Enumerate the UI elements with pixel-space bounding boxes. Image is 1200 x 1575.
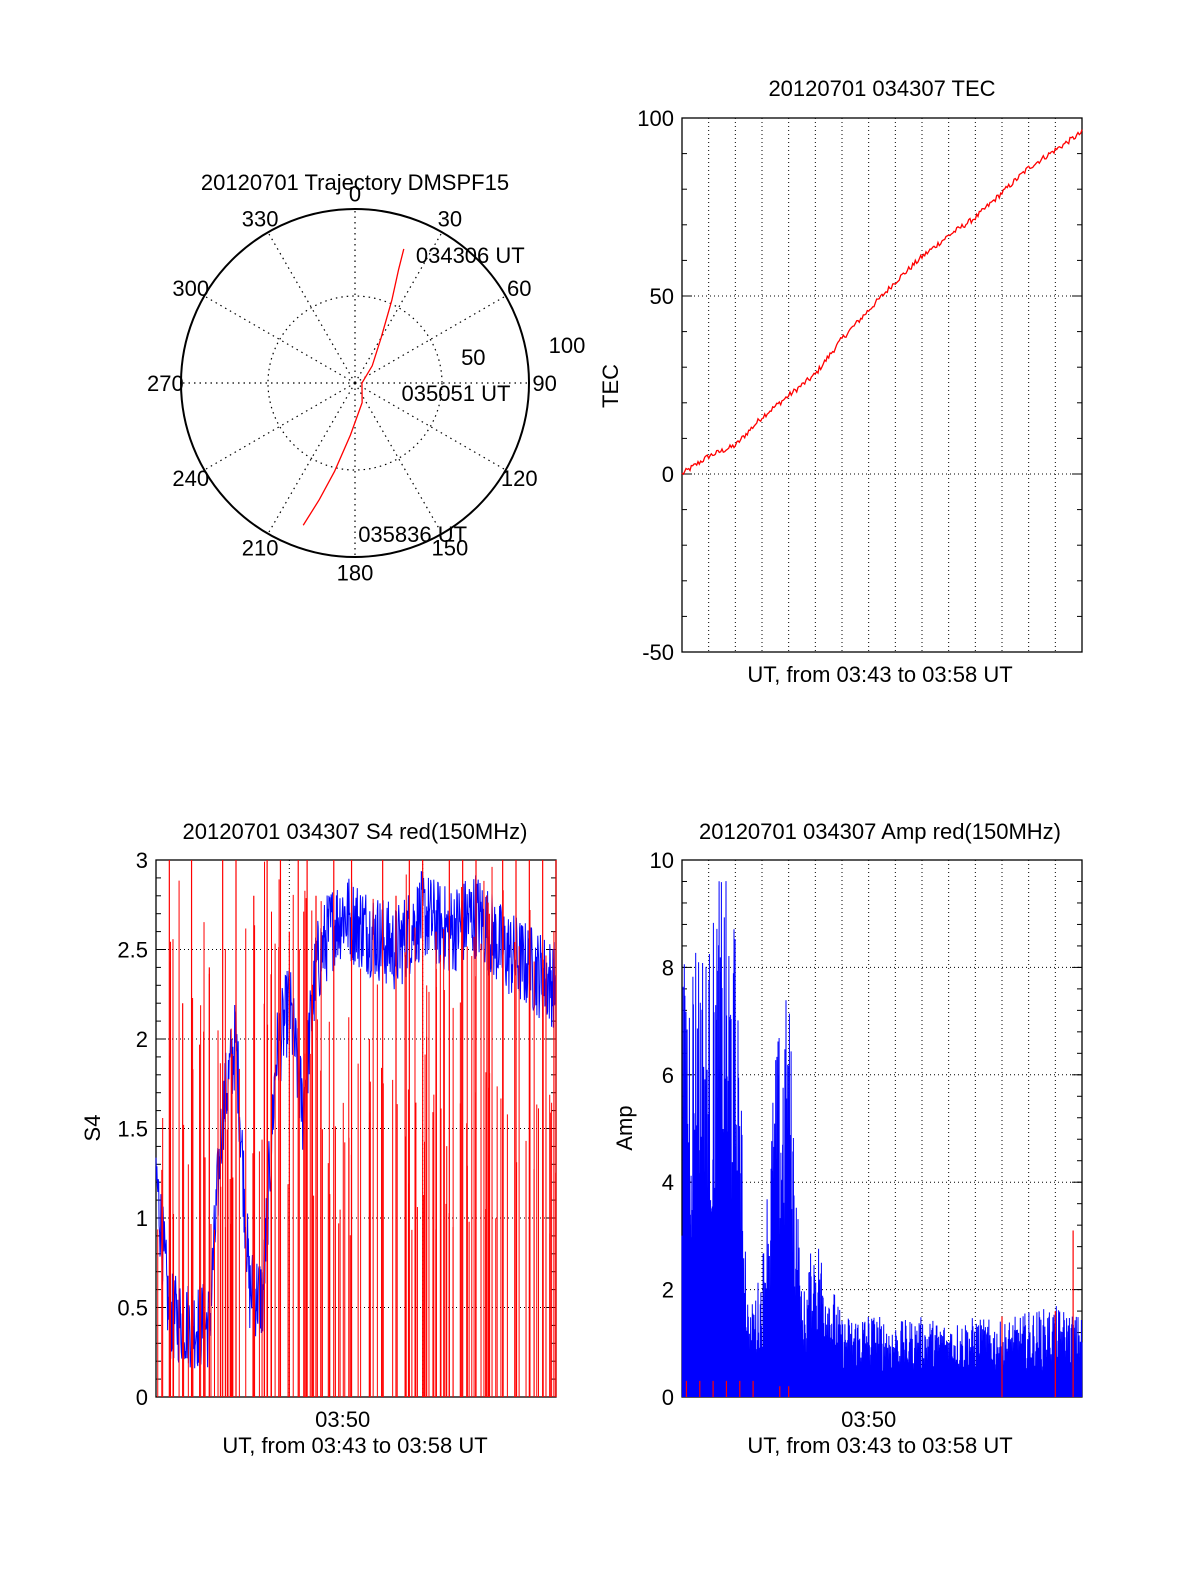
y-tick-label: 10 [650, 848, 674, 873]
trajectory-title: 20120701 Trajectory DMSPF15 [201, 170, 509, 195]
amp-plot [681, 881, 1083, 1398]
amp-panel: 20120701 034307 Amp red(150MHz) Amp UT, … [612, 819, 1083, 1458]
trajectory-panel: 20120701 Trajectory DMSPF15 0 30 60 90 120 15… [147, 170, 585, 586]
s4-ylabel: S4 [80, 1115, 105, 1142]
y-tick-label: 2 [662, 1278, 674, 1303]
y-tick-label: 0.5 [117, 1296, 148, 1321]
polar-azimuth-label: 60 [507, 276, 531, 301]
polar-spoke [204, 382, 356, 471]
trajectory-time-label: 034306 UT [416, 243, 525, 268]
y-tick-label: 2.5 [117, 938, 148, 963]
amp-title: 20120701 034307 Amp red(150MHz) [699, 819, 1061, 844]
polar-azimuth-label: 30 [438, 207, 462, 232]
trajectory-time-label: 035051 UT [402, 381, 511, 406]
y-tick-label: 8 [662, 955, 674, 980]
tec-panel: 20120701 034307 TEC TEC UT, from 03:43 t… [598, 76, 1083, 687]
polar-azimuth-label: 150 [431, 535, 468, 560]
polar-spoke [354, 295, 506, 384]
polar-azimuth-label: 0 [349, 181, 361, 206]
polar-spoke [354, 232, 443, 384]
s4-xlabel: UT, from 03:43 to 03:58 UT [222, 1433, 487, 1458]
polar-inner-circle [267, 295, 443, 471]
s4-panel: 20120701 034307 S4 red(150MHz) S4 UT, fr… [80, 819, 557, 1458]
trajectory-track [302, 248, 405, 526]
s4-title: 20120701 034307 S4 red(150MHz) [183, 819, 528, 844]
x-tick-label: 03:50 [841, 1407, 896, 1432]
polar-spoke [267, 232, 356, 384]
polar-spoke [204, 295, 356, 384]
trajectory-line [302, 248, 405, 526]
polar-grid [180, 208, 530, 558]
y-tick-label: 2 [136, 1027, 148, 1052]
trajectory-time-label: 035836 UT [358, 522, 467, 547]
tec-plot [681, 129, 1083, 476]
y-tick-label: 6 [662, 1063, 674, 1088]
polar-azimuth-label: 330 [242, 207, 279, 232]
polar-azimuth-label: 210 [242, 535, 279, 560]
polar-azimuth-label: 120 [501, 466, 538, 491]
amp-ylabel: Amp [612, 1105, 637, 1150]
y-tick-label: 50 [650, 284, 674, 309]
y-tick-label: 4 [662, 1170, 674, 1195]
y-tick-label: 1 [136, 1206, 148, 1231]
data-line-red [681, 129, 1083, 476]
y-tick-label: 1.5 [117, 1117, 148, 1142]
polar-labels: 0 30 60 90 120 150 180 210 240 270 300 330 50 100 0343… [147, 181, 585, 585]
tec-title: 20120701 034307 TEC [768, 76, 995, 101]
polar-radius-label: 50 [461, 345, 485, 370]
polar-spoke [354, 382, 443, 534]
polar-azimuth-label: 300 [172, 276, 209, 301]
y-tick-label: 0 [662, 462, 674, 487]
polar-outer-circle [180, 208, 530, 558]
polar-radius-label: 100 [549, 333, 586, 358]
y-tick-label: -50 [642, 640, 674, 665]
y-tick-label: 3 [136, 848, 148, 873]
polar-spoke [267, 382, 356, 534]
polar-azimuth-label: 180 [337, 561, 374, 586]
polar-azimuth-label: 240 [172, 466, 209, 491]
s4-plot [155, 860, 557, 1397]
polar-spoke [354, 382, 506, 471]
polar-azimuth-label: 90 [532, 371, 556, 396]
x-tick-label: 03:50 [315, 1407, 370, 1432]
y-tick-label: 100 [637, 106, 674, 131]
tec-axes: 100 50 0 -50 [637, 106, 1083, 665]
amp-xlabel: UT, from 03:43 to 03:58 UT [747, 1433, 1012, 1458]
y-tick-label: 0 [662, 1385, 674, 1410]
tec-ylabel: TEC [598, 364, 623, 408]
y-tick-label: 0 [136, 1385, 148, 1410]
polar-azimuth-label: 270 [147, 371, 184, 396]
tec-xlabel: UT, from 03:43 to 03:58 UT [747, 662, 1012, 687]
plot-frame [681, 117, 1083, 653]
data-trace-blue [681, 881, 1083, 1398]
